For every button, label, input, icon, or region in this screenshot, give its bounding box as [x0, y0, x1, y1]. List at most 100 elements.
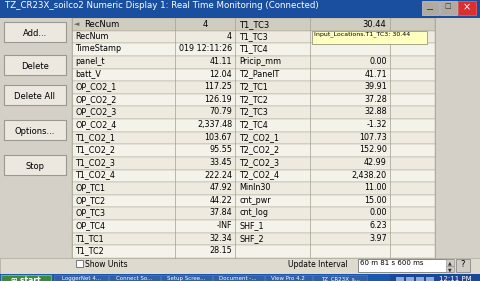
Bar [72, 182, 435, 195]
Bar [396, 277, 404, 281]
Bar [446, 266, 454, 272]
Bar [4, 55, 66, 75]
Text: LoggerNet 4...: LoggerNet 4... [61, 276, 100, 281]
Text: 15.00: 15.00 [364, 196, 387, 205]
Text: T1_TC1: T1_TC1 [75, 234, 104, 243]
Text: OP_CO2_1: OP_CO2_1 [75, 82, 116, 91]
Bar [406, 277, 414, 281]
Text: Options...: Options... [15, 127, 55, 136]
Text: 019 12:11:26: 019 12:11:26 [179, 44, 232, 53]
Bar [313, 275, 367, 281]
Bar [458, 1, 476, 15]
Text: Add...: Add... [23, 29, 47, 38]
Text: ⊞ start: ⊞ start [11, 276, 41, 281]
Text: ?: ? [461, 260, 465, 269]
Text: T1_TC2: T1_TC2 [75, 246, 104, 255]
Text: 222.24: 222.24 [204, 171, 232, 180]
Text: T1_TC4: T1_TC4 [239, 44, 268, 53]
Text: cnt_log: cnt_log [239, 209, 268, 217]
Text: 42.99: 42.99 [364, 158, 387, 167]
Text: 39.91: 39.91 [364, 82, 387, 91]
Text: T2_TC3: T2_TC3 [239, 107, 268, 116]
Bar [72, 169, 435, 182]
Bar [446, 259, 454, 266]
Text: 4: 4 [227, 32, 232, 41]
Text: RecNum: RecNum [75, 32, 108, 41]
Text: OP_TC2: OP_TC2 [75, 196, 105, 205]
Text: ▼: ▼ [448, 267, 452, 272]
Text: 60 m 81 s 600 ms: 60 m 81 s 600 ms [360, 260, 423, 266]
Text: 41.11: 41.11 [209, 57, 232, 66]
Text: 44.22: 44.22 [209, 196, 232, 205]
Text: View Pro 4.2: View Pro 4.2 [271, 276, 305, 281]
Bar [72, 233, 435, 245]
Text: Delete All: Delete All [14, 92, 56, 101]
Text: 32.34: 32.34 [209, 234, 232, 243]
Text: 0.00: 0.00 [370, 57, 387, 66]
Text: Update Interval: Update Interval [288, 260, 348, 269]
Bar [72, 245, 435, 258]
Text: T1_CO2_1: T1_CO2_1 [75, 133, 115, 142]
Text: TZ_CR23X_s...: TZ_CR23X_s... [321, 276, 360, 281]
Text: T1_TC3: T1_TC3 [239, 20, 269, 29]
Text: 37.28: 37.28 [364, 95, 387, 104]
Text: Show Units: Show Units [85, 260, 128, 269]
Bar [161, 275, 212, 281]
Bar [72, 207, 435, 220]
Bar [4, 85, 66, 105]
Text: 4: 4 [203, 20, 208, 29]
Bar [312, 31, 427, 44]
Bar [72, 43, 435, 56]
Bar [0, 18, 480, 263]
Bar [1, 275, 51, 281]
Text: T2_PanelT: T2_PanelT [239, 69, 279, 78]
Bar [54, 275, 108, 281]
Text: Pricip_mm: Pricip_mm [239, 57, 281, 66]
Text: cnt_pwr: cnt_pwr [239, 196, 271, 205]
Bar [72, 132, 435, 144]
Text: OP_CO2_3: OP_CO2_3 [75, 107, 116, 116]
Text: batt_V: batt_V [75, 69, 101, 78]
Bar [72, 69, 435, 81]
Bar [456, 259, 470, 272]
Bar [0, 0, 480, 18]
Bar [72, 56, 435, 69]
Text: 2,337.48: 2,337.48 [197, 120, 232, 129]
Text: 117.25: 117.25 [204, 82, 232, 91]
Text: 152.90: 152.90 [359, 145, 387, 154]
Text: T1_CO2_4: T1_CO2_4 [75, 171, 115, 180]
Bar [72, 31, 435, 43]
Text: T2_CO2_4: T2_CO2_4 [239, 171, 279, 180]
Text: panel_t: panel_t [75, 57, 105, 66]
Text: T2_CO2_3: T2_CO2_3 [239, 158, 279, 167]
Text: ▲: ▲ [448, 260, 452, 265]
Text: OP_TC3: OP_TC3 [75, 209, 105, 217]
Text: 95.55: 95.55 [209, 145, 232, 154]
Bar [4, 155, 66, 175]
Text: TimeStamp: TimeStamp [75, 44, 121, 53]
Bar [390, 274, 480, 281]
Bar [0, 274, 480, 281]
Text: ◄: ◄ [74, 21, 79, 27]
Text: 3.97: 3.97 [369, 234, 387, 243]
Bar [72, 220, 435, 233]
Text: T2_CO2_2: T2_CO2_2 [239, 145, 279, 154]
Bar [72, 195, 435, 207]
Text: 37.84: 37.84 [209, 209, 232, 217]
Text: 28.15: 28.15 [209, 246, 232, 255]
Text: OP_TC4: OP_TC4 [75, 221, 105, 230]
Text: OP_TC1: OP_TC1 [75, 183, 105, 192]
Bar [72, 157, 435, 169]
Text: T1_TC3: T1_TC3 [239, 32, 268, 41]
Text: −: − [426, 5, 434, 15]
Bar [422, 1, 439, 15]
Text: ×: × [463, 2, 471, 12]
Bar [0, 258, 480, 274]
Bar [72, 18, 435, 31]
Bar [440, 1, 457, 15]
Text: Connect So...: Connect So... [116, 276, 152, 281]
Text: T2_TC1: T2_TC1 [239, 82, 268, 91]
Text: Input_Locations.T1_TC3: 30.44: Input_Locations.T1_TC3: 30.44 [314, 32, 410, 37]
Text: 107.73: 107.73 [359, 133, 387, 142]
Text: T2_TC4: T2_TC4 [239, 120, 268, 129]
